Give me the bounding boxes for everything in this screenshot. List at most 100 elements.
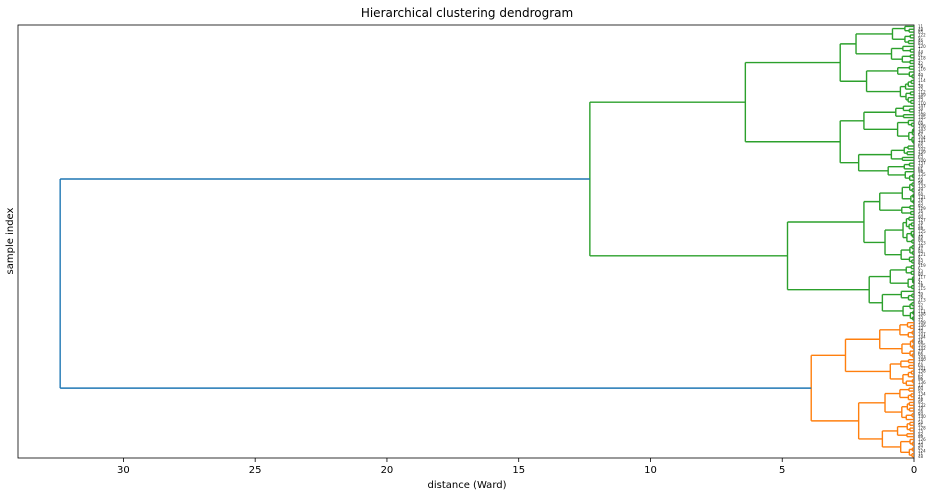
leaf-label: 67 xyxy=(918,132,924,137)
leaf-label: 13 xyxy=(918,440,924,445)
leaf-label: 124 xyxy=(918,448,926,453)
leaf-label: 86 xyxy=(918,238,924,243)
chart-title: Hierarchical clustering dendrogram xyxy=(361,6,573,20)
leaf-label: 1 xyxy=(918,81,921,86)
leaf-label: 75 xyxy=(918,87,924,92)
leaf-label: 140 xyxy=(918,357,926,362)
leaf-label: 41 xyxy=(918,280,924,285)
leaf-label: 129 xyxy=(918,206,926,211)
leaf-label: 33 xyxy=(918,326,924,331)
leaf-label: 145 xyxy=(918,115,926,120)
leaf-label: 130 xyxy=(918,414,926,419)
leaf-label: 47 xyxy=(918,246,924,251)
leaf-label: 11 xyxy=(918,451,924,456)
leaf-label: 2 xyxy=(918,289,921,294)
leaf-label: 65 xyxy=(918,144,924,149)
leaf-label: 26 xyxy=(918,152,924,157)
leaf-label: 37 xyxy=(918,303,924,308)
leaf-label: 11 xyxy=(918,24,924,29)
leaf-label: 66 xyxy=(918,352,924,357)
leaf-label: 57 xyxy=(918,189,924,194)
y-axis-label: sample index xyxy=(5,207,16,274)
leaf-label: 5 xyxy=(918,58,921,63)
leaf-label: 55 xyxy=(918,201,924,206)
leaf-label: 105 xyxy=(918,343,926,348)
leaf-label: 51 xyxy=(918,223,924,228)
x-axis-label: distance (Ward) xyxy=(427,480,506,491)
leaf-label: 95 xyxy=(918,400,924,405)
leaf-label: 19 xyxy=(918,406,924,411)
leaf-label: 30 xyxy=(918,129,924,134)
leaf-label: 70 xyxy=(918,329,924,334)
x-tick-label: 15 xyxy=(512,465,525,476)
leaf-label: 49 xyxy=(918,235,924,240)
leaf-label: 61 xyxy=(918,166,924,171)
leaf-label: 126 xyxy=(918,437,926,442)
leaf-label: 109 xyxy=(918,320,926,325)
leaf-label: 144 xyxy=(918,334,926,339)
x-tick-label: 0 xyxy=(911,465,917,476)
leaf-label: 84 xyxy=(918,249,924,254)
leaf-label: 115 xyxy=(918,286,926,291)
leaf-label: 107 xyxy=(918,332,926,337)
plot-area xyxy=(17,24,915,459)
leaf-label: 69 xyxy=(918,121,924,126)
leaf-label: 18 xyxy=(918,198,924,203)
leaf-label: 71 xyxy=(918,109,924,114)
leaf-label: 10 xyxy=(918,243,924,248)
leaf-label: 0 xyxy=(918,300,921,305)
x-tick-label: 30 xyxy=(117,465,130,476)
leaf-label: 89 xyxy=(918,434,924,439)
leaf-label: 7 xyxy=(918,47,921,52)
leaf-label: 36 xyxy=(918,95,924,100)
leaf-label: 82 xyxy=(918,260,924,265)
leaf-label: 131 xyxy=(918,195,926,200)
leaf-label: 116 xyxy=(918,67,926,72)
leaf-label: 25 xyxy=(918,371,924,376)
leaf-label: 108 xyxy=(918,112,926,117)
leaf-label: 31 xyxy=(918,337,924,342)
x-axis-ticks: 30 25 20 15 10 5 0 xyxy=(117,458,917,476)
leaf-label: 137 xyxy=(918,161,926,166)
leaf-label: 68 xyxy=(918,340,924,345)
leaf-label: 15 xyxy=(918,428,924,433)
leaf-label: 103 xyxy=(918,354,926,359)
leaf-label: 54 xyxy=(918,420,924,425)
leaf-label: 119 xyxy=(918,263,926,268)
x-tick-label: 25 xyxy=(249,465,262,476)
leaf-label: 149 xyxy=(918,92,926,97)
x-tick-label: 5 xyxy=(779,465,785,476)
leaf-label: 53 xyxy=(918,212,924,217)
leaf-label: 106 xyxy=(918,124,926,129)
leaf-label: 52 xyxy=(918,431,924,436)
leaf-label: 44 xyxy=(918,50,924,55)
leaf-label: 101 xyxy=(918,366,926,371)
leaf-label: 48 xyxy=(918,27,924,32)
leaf-label: 123 xyxy=(918,240,926,245)
leaf-label: 59 xyxy=(918,178,924,183)
leaf-label: 63 xyxy=(918,155,924,160)
leaf-label: 102 xyxy=(918,146,926,151)
leaf-label: 64 xyxy=(918,363,924,368)
leaf-label: 20 xyxy=(918,186,924,191)
leaf-label: 93 xyxy=(918,411,924,416)
leaf-label: 141 xyxy=(918,138,926,143)
x-tick-label: 20 xyxy=(381,465,394,476)
leaf-label: 27 xyxy=(918,360,924,365)
leaf-label: 46 xyxy=(918,38,924,43)
leaf-label: 48 xyxy=(918,454,924,459)
leaf-label: 112 xyxy=(918,89,926,94)
leaf-label: 35 xyxy=(918,314,924,319)
leaf-label: 43 xyxy=(918,269,924,274)
leaf-label: 56 xyxy=(918,408,924,413)
leaf-label: 94 xyxy=(918,192,924,197)
leaf-label: 113 xyxy=(918,297,926,302)
leaf-label: 39 xyxy=(918,292,924,297)
leaf-label: 40 xyxy=(918,72,924,77)
leaf-label: 104 xyxy=(918,135,926,140)
leaf-label: 62 xyxy=(918,374,924,379)
leaf-label: 122 xyxy=(918,32,926,37)
leaf-label: 118 xyxy=(918,55,926,60)
leaf-label: 138 xyxy=(918,369,926,374)
